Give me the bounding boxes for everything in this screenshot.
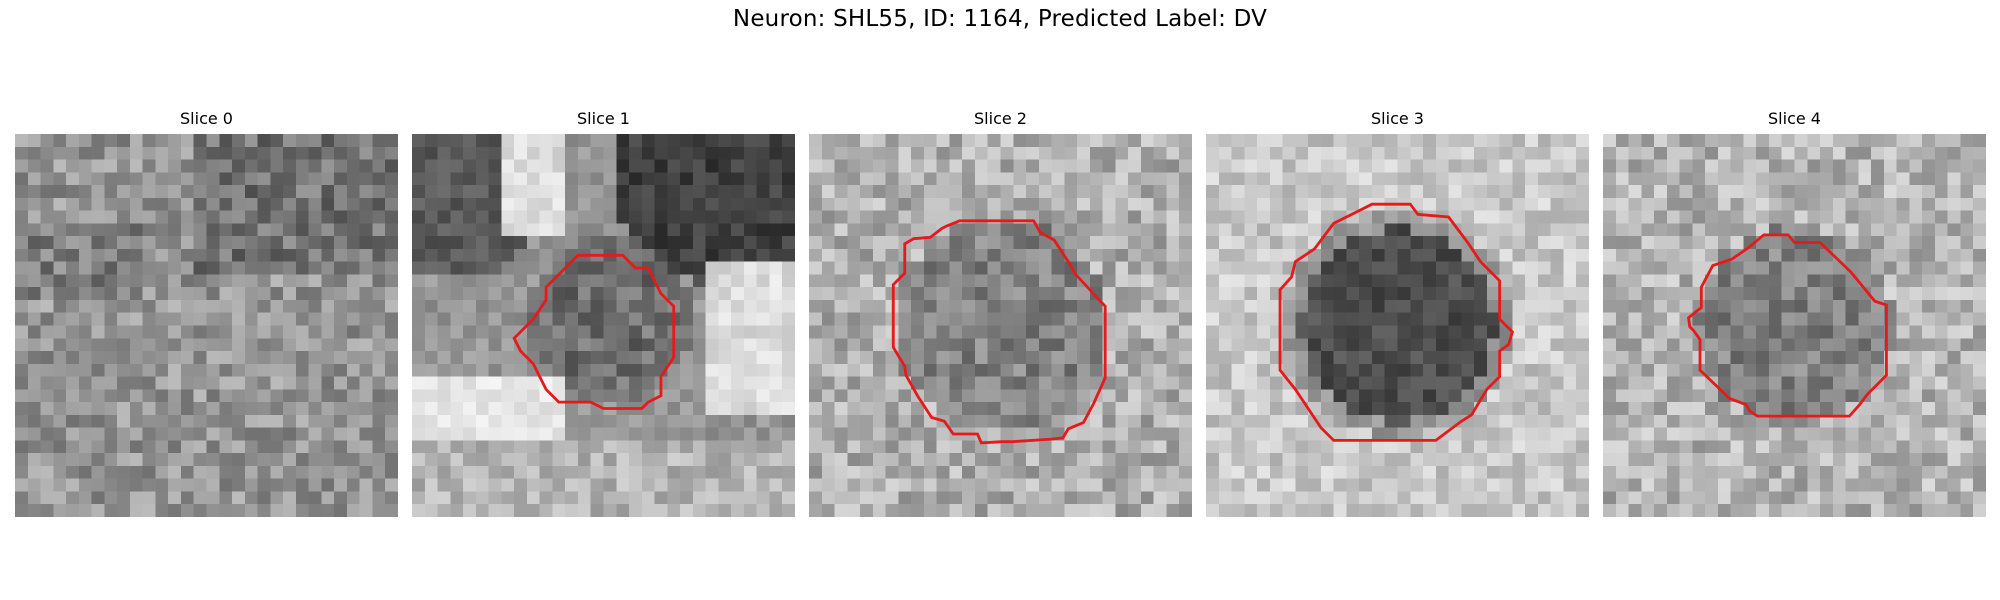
slice-panel-2: Slice 2 bbox=[809, 107, 1192, 517]
cell-contour-3 bbox=[1278, 202, 1514, 442]
cell-contour-2 bbox=[891, 219, 1107, 445]
slice-title-1: Slice 1 bbox=[577, 109, 630, 128]
figure-title: Neuron: SHL55, ID: 1164, Predicted Label… bbox=[732, 6, 1268, 32]
slice-panel-0: Slice 0 bbox=[15, 107, 398, 517]
slice-image-1 bbox=[412, 134, 795, 517]
slice-image-2 bbox=[809, 134, 1192, 517]
slice-image-3 bbox=[1206, 134, 1589, 517]
slice-panel-4: Slice 4 bbox=[1603, 107, 1986, 517]
slice-image-4 bbox=[1603, 134, 1986, 517]
slice-panel-3: Slice 3 bbox=[1206, 107, 1589, 517]
slice-title-0: Slice 0 bbox=[180, 109, 233, 128]
slice-title-4: Slice 4 bbox=[1768, 109, 1821, 128]
cell-contour-4 bbox=[1687, 233, 1888, 418]
cell-contour-1 bbox=[512, 253, 676, 410]
slice-panel-1: Slice 1 bbox=[412, 107, 795, 517]
slice-title-2: Slice 2 bbox=[974, 109, 1027, 128]
slice-title-3: Slice 3 bbox=[1371, 109, 1424, 128]
slice-image-0 bbox=[15, 134, 398, 517]
